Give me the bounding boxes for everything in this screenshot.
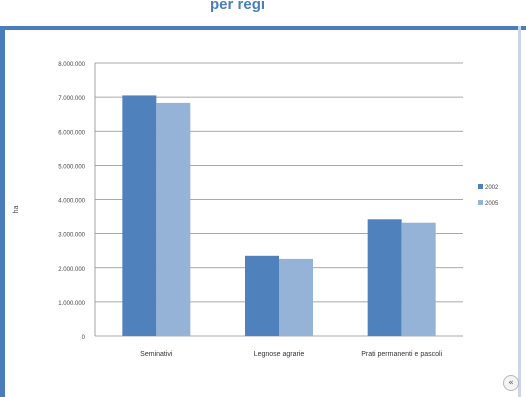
- bar-chart: 0 1.000.000 2.000.000 3.000.000 4.000.000 5.0…: [13, 62, 499, 358]
- y-tick-label: 8.000.000: [58, 62, 85, 68]
- bar-2002-2: [367, 219, 402, 336]
- bar-2002-0: [122, 95, 157, 336]
- x-tick-label: Seminativi: [140, 351, 173, 358]
- navigation-circle-icon[interactable]: «: [503, 375, 519, 391]
- y-tick-label: 0: [82, 335, 86, 341]
- y-axis-label: ha: [13, 206, 20, 214]
- slide-right-rule: [518, 26, 521, 397]
- bar-2005-2: [401, 222, 436, 336]
- legend-swatch-2005: [478, 200, 483, 205]
- legend-label: 2005: [485, 201, 499, 207]
- slide-top-rule: [0, 26, 526, 30]
- y-tick-label: 7.000.000: [58, 96, 85, 102]
- slide-heading: per regi: [210, 0, 266, 13]
- bar-2005-0: [156, 102, 191, 337]
- y-tick-label: 2.000.000: [58, 267, 85, 273]
- x-tick-label: Legnose agrarie: [254, 351, 305, 358]
- y-tick-label: 5.000.000: [58, 164, 85, 170]
- legend-label: 2002: [485, 185, 499, 191]
- slide-top-band: [0, 0, 526, 26]
- y-tick-label: 1.000.000: [58, 301, 85, 307]
- y-tick-label: 4.000.000: [58, 199, 85, 205]
- bar-2005-1: [279, 258, 313, 336]
- bar-2002-1: [245, 255, 279, 336]
- x-tick-label: Prati permanenti e pascoli: [361, 351, 442, 358]
- legend-swatch-2002: [478, 184, 483, 189]
- y-tick-label: 6.000.000: [58, 130, 85, 136]
- y-tick-label: 3.000.000: [58, 233, 85, 239]
